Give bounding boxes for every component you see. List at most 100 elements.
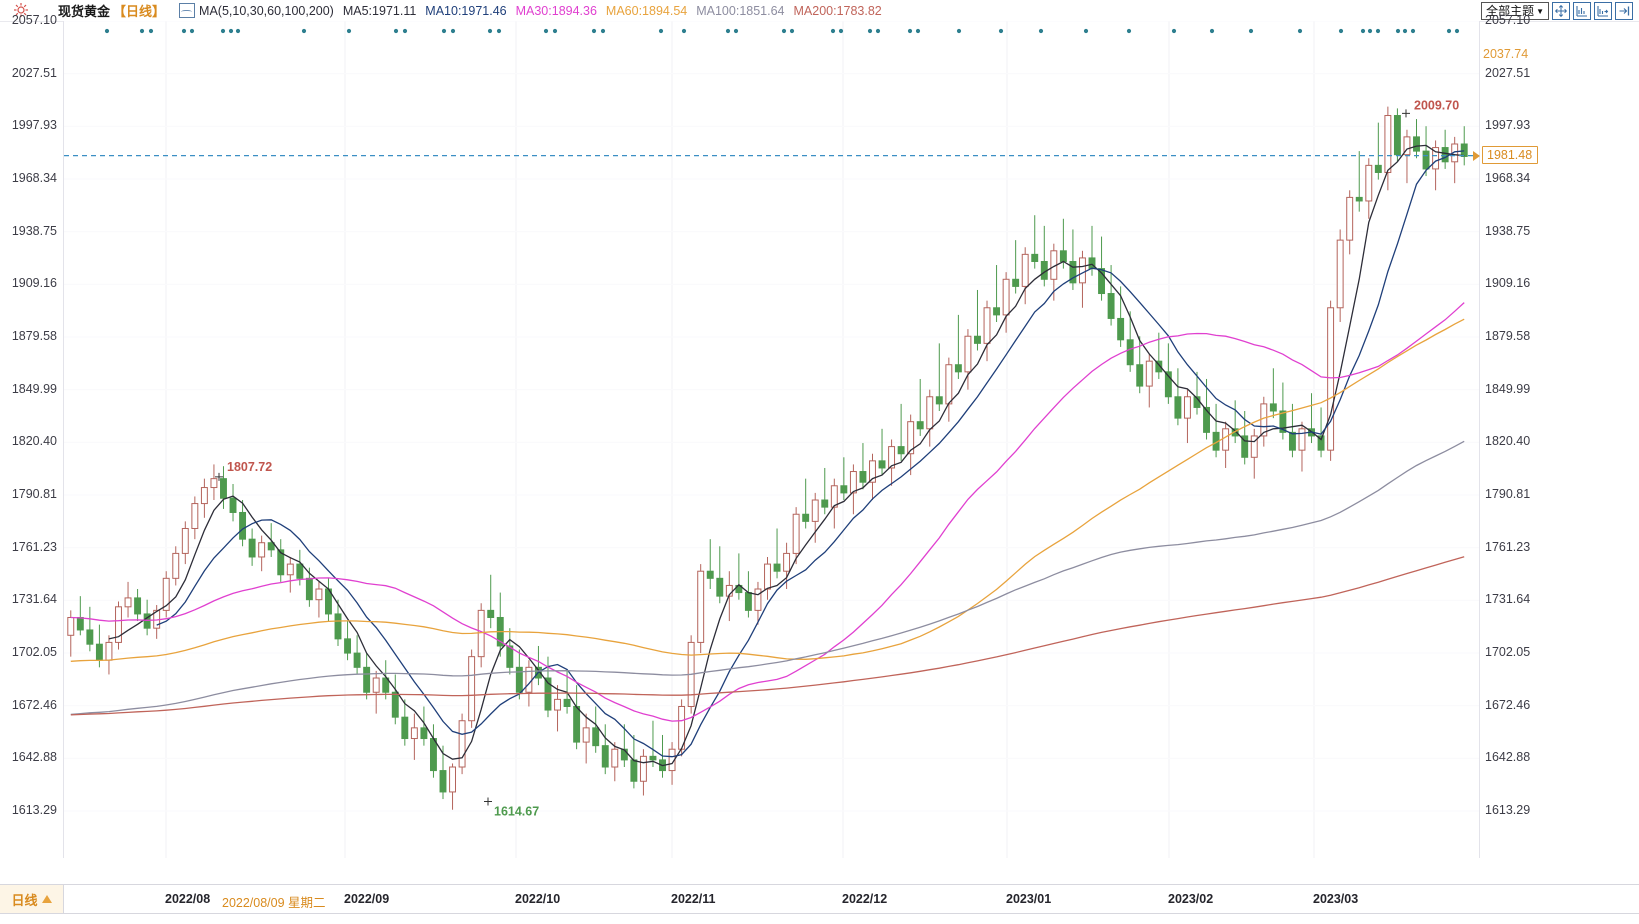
top-dot-marker: [220, 28, 226, 34]
candlestick: [1126, 311, 1134, 372]
candlestick: [105, 635, 113, 675]
candlestick: [1155, 332, 1163, 379]
ma-formula-label: MA(5,10,30,60,100,200): [199, 3, 334, 18]
candlestick: [869, 453, 876, 501]
y-axis-tick-left: 1761.23: [11, 539, 57, 554]
candlestick: [277, 539, 285, 582]
chevron-down-icon: ▼: [1536, 6, 1544, 16]
candlestick: [458, 713, 466, 775]
top-dot-marker: [1446, 28, 1452, 34]
top-dot-marker: [789, 28, 795, 34]
candlestick: [315, 581, 323, 618]
y-axis-tick-left: 1613.29: [11, 803, 57, 817]
candlestick: [344, 621, 352, 661]
y-axis-tick-left: 1849.99: [11, 381, 57, 396]
last-price-tag[interactable]: 1981.48: [1482, 145, 1539, 164]
candlestick: [840, 457, 848, 501]
top-dot-marker: [838, 28, 844, 34]
top-dot-marker: [867, 28, 873, 34]
chart-plot-area[interactable]: 2009.70 1807.72 1614.67: [63, 21, 1480, 858]
top-dot-marker: [591, 28, 597, 34]
candlestick: [1327, 300, 1335, 461]
candlestick-canvas: 2009.70 1807.72 1614.67: [64, 21, 1479, 858]
top-dot-marker: [1297, 28, 1303, 34]
candlestick: [1222, 421, 1230, 468]
y-axis-tick-right: 2057.10: [1485, 13, 1531, 27]
candlestick: [573, 685, 581, 750]
candlestick: [76, 596, 84, 636]
candlestick: [974, 289, 981, 351]
candlestick: [1021, 247, 1029, 305]
candlestick: [830, 478, 838, 529]
y-axis-tick-right: 1938.75: [1485, 223, 1531, 238]
candlestick: [1403, 129, 1411, 184]
candlestick: [363, 653, 371, 700]
candlestick: [1164, 343, 1172, 404]
theme-select-dropdown[interactable]: 全部主题 ▼: [1481, 2, 1549, 20]
svg-text:1807.72: 1807.72: [227, 460, 272, 474]
top-dot-marker: [1402, 28, 1408, 34]
x-axis-tick: 2023/02: [1168, 892, 1214, 906]
ma5-line: [108, 144, 1465, 767]
top-dot-marker: [301, 28, 307, 34]
candlestick: [888, 439, 896, 486]
candlestick: [1365, 158, 1373, 219]
period-tab-daily[interactable]: 日线: [0, 885, 64, 913]
ma200-value: MA200:1783.82: [793, 3, 882, 18]
y-axis-tick-right: 1820.40: [1485, 434, 1531, 449]
y-axis-tick-right: 1613.29: [1485, 803, 1531, 817]
ma-indicator-icon[interactable]: [179, 3, 196, 18]
y-axis-tick-right: 1790.81: [1485, 487, 1531, 501]
ma100-line: [70, 440, 1465, 716]
candlestick: [1451, 136, 1459, 184]
x-axis-tick: 2022/09: [344, 892, 390, 906]
candlestick: [1174, 368, 1182, 426]
top-dot-marker: [725, 28, 731, 34]
top-dot-marker: [1338, 28, 1344, 34]
top-dot-marker: [1367, 28, 1373, 34]
crosshair-move-icon[interactable]: [1552, 2, 1570, 20]
candlestick: [1413, 119, 1420, 159]
top-dot-marker: [450, 28, 456, 34]
y-axis-tick-left: 1909.16: [11, 276, 57, 291]
candlestick: [382, 660, 390, 700]
ma100-value: MA100:1851.64: [696, 3, 785, 18]
candlestick: [592, 706, 600, 753]
top-dot-marker: [496, 28, 502, 34]
candlestick: [487, 574, 495, 629]
ma200-line: [70, 556, 1465, 716]
candlestick: [926, 389, 934, 447]
y-axis-left[interactable]: 2057.10 2027.51 1997.93 1968.34 1938.75 1909.…: [0, 13, 63, 858]
candlestick: [897, 403, 905, 461]
top-dot-marker: [956, 28, 962, 34]
ma30-value: MA30:1894.36: [515, 3, 597, 18]
chart-fit-icon[interactable]: [1573, 2, 1591, 20]
candlestick: [1393, 108, 1401, 162]
candlestick: [907, 414, 915, 476]
x-axis[interactable]: 日线 2022/08 2022/09 2022/10 2022/11 2022/12 20…: [0, 858, 1639, 924]
candlestick: [639, 749, 647, 796]
candlestick: [391, 674, 399, 725]
candlestick: [210, 464, 218, 501]
top-dot-marker: [346, 28, 352, 34]
y-axis-tick-left: 2057.10: [11, 13, 57, 27]
candlestick: [1355, 151, 1363, 212]
candlestick: [506, 628, 514, 675]
candlestick: [172, 546, 180, 586]
top-dot-marker: [1126, 28, 1132, 34]
y-axis-right[interactable]: 2057.10 2027.51 1997.93 1968.34 1938.75 1909.…: [1473, 13, 1639, 858]
candlestick: [1212, 403, 1220, 458]
chart-next-icon[interactable]: [1615, 2, 1633, 20]
sun-icon[interactable]: [12, 2, 30, 18]
candlestick: [649, 720, 657, 768]
top-dot-marker: [681, 28, 687, 34]
y-axis-tick-right: 1731.64: [1485, 592, 1531, 607]
chart-expand-icon[interactable]: [1594, 2, 1612, 20]
candlestick: [1288, 403, 1296, 458]
candlestick: [1012, 240, 1020, 294]
candlestick: [325, 578, 332, 622]
top-dot-marker: [148, 28, 154, 34]
candlestick: [1203, 378, 1210, 440]
top-dot-marker: [915, 28, 921, 34]
top-dot-marker: [402, 28, 408, 34]
